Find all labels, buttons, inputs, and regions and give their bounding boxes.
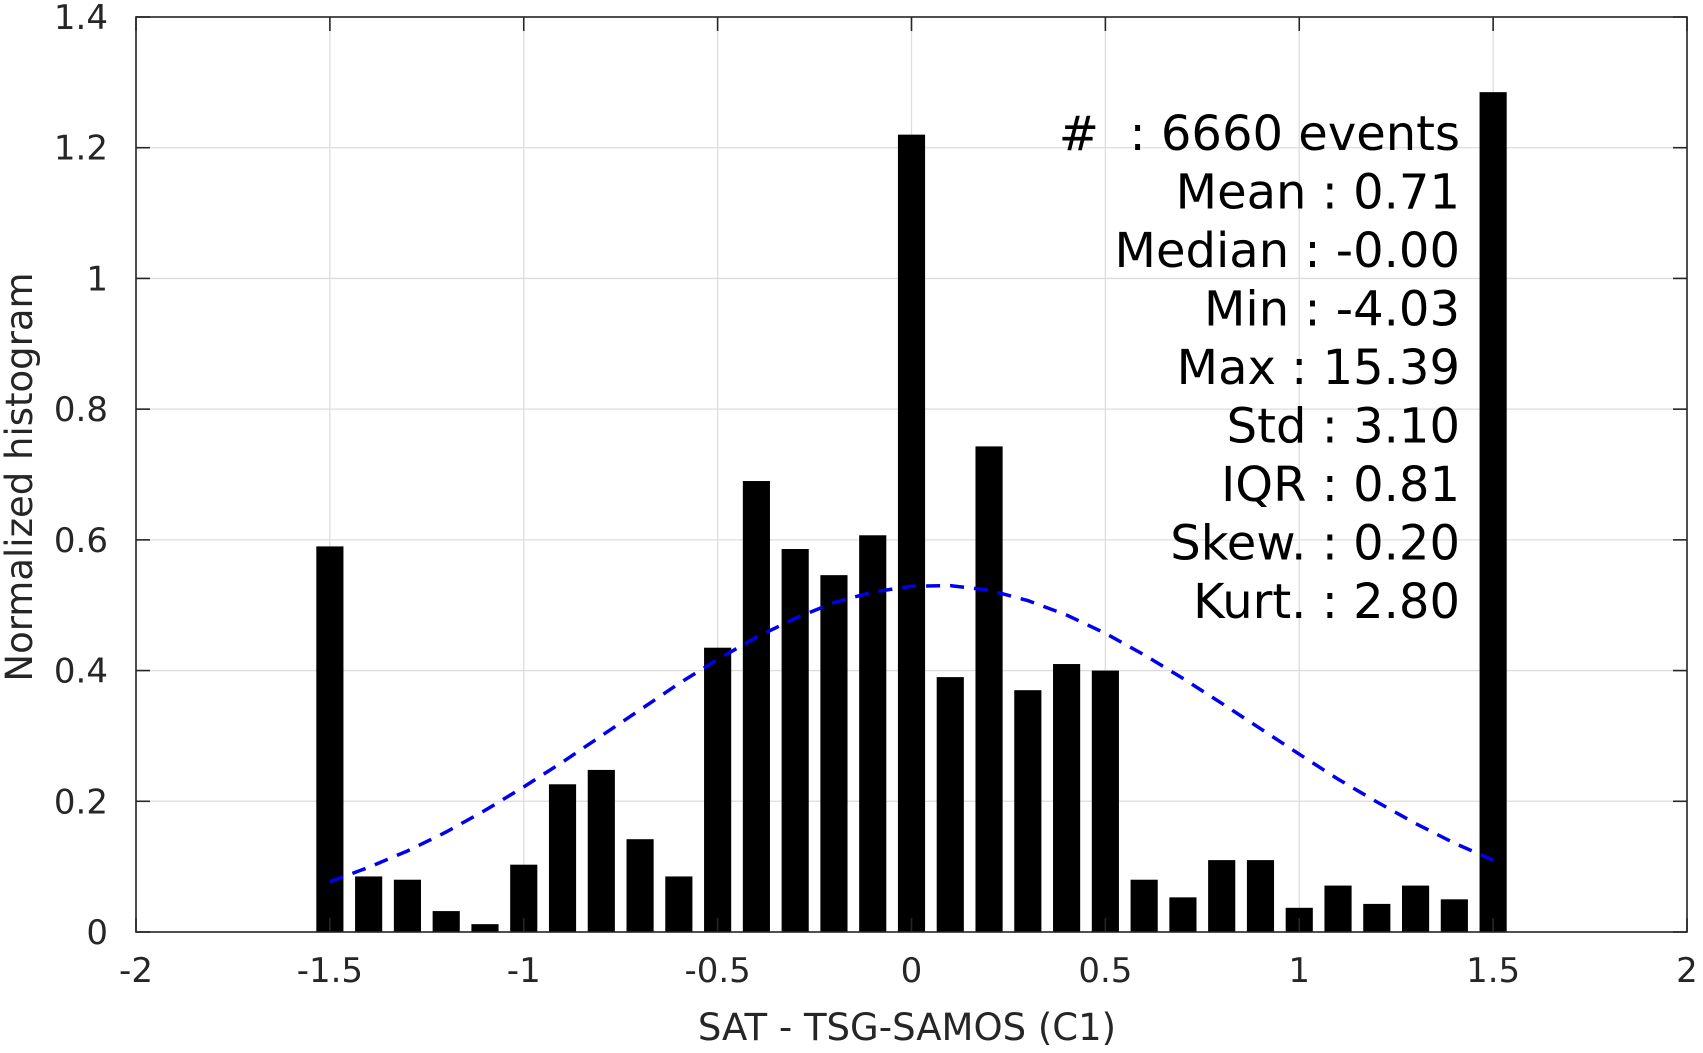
y-tick-label: 0.4 xyxy=(54,652,108,692)
y-tick-label: 1 xyxy=(86,259,108,299)
stat-line: Max : 15.39 xyxy=(1177,340,1460,396)
histogram-bar xyxy=(1014,690,1042,932)
histogram-bar xyxy=(781,549,809,932)
histogram-bar xyxy=(626,839,654,932)
stat-line: # : 6660 events xyxy=(1059,106,1460,162)
histogram-bar xyxy=(393,879,421,932)
x-tick-label: 0.5 xyxy=(1078,951,1132,991)
y-tick-label: 1.2 xyxy=(54,129,108,169)
stat-line: Skew. : 0.20 xyxy=(1170,516,1460,572)
x-tick-label: 1.5 xyxy=(1466,951,1520,991)
histogram-bar xyxy=(548,784,577,932)
y-tick-label: 0.8 xyxy=(54,390,108,430)
histogram-bar xyxy=(355,876,383,932)
axes-frame xyxy=(135,16,1688,933)
histogram-bar xyxy=(432,911,460,932)
x-tick-label: -0.5 xyxy=(684,951,750,991)
histogram-bar xyxy=(1324,885,1352,932)
histogram-bar xyxy=(742,481,770,932)
x-tick-label: -1 xyxy=(507,951,541,991)
histogram-bars xyxy=(316,92,1507,933)
histogram-bar xyxy=(1053,664,1081,932)
x-tick-label: 0 xyxy=(901,951,923,991)
histogram-bar xyxy=(1091,670,1119,932)
histogram-bar xyxy=(1402,885,1430,932)
stat-line: Min : -4.03 xyxy=(1204,282,1460,338)
x-axis-label: SAT - TSG-SAMOS (C1) xyxy=(698,1006,1116,1049)
y-tick-label: 0.6 xyxy=(54,521,108,561)
y-tick-label: 1.4 xyxy=(54,0,108,38)
x-tick-label: 1 xyxy=(1288,951,1310,991)
x-tick-label: 2 xyxy=(1676,951,1698,991)
histogram-bar xyxy=(1208,860,1236,932)
y-tick-labels: 0 0.2 0.4 0.6 0.8 1 1.2 1.4 xyxy=(54,0,108,953)
stat-line: Kurt. : 2.80 xyxy=(1193,574,1460,630)
x-tick-label: -2 xyxy=(119,951,153,991)
y-tick-label: 0.2 xyxy=(54,782,108,822)
histogram-bar xyxy=(936,677,964,932)
histogram-bar xyxy=(1440,899,1468,932)
stat-line: Std : 3.10 xyxy=(1227,399,1460,455)
stat-line: IQR : 0.81 xyxy=(1221,457,1460,513)
histogram-bar xyxy=(316,546,344,932)
normal-fit-curve xyxy=(329,583,1494,884)
histogram-bar xyxy=(587,769,615,932)
y-tick-label: 0 xyxy=(86,913,108,953)
histogram-bar xyxy=(859,535,887,932)
histogram-bar xyxy=(704,647,732,932)
x-tick-labels: -2 -1.5 -1 -0.5 0 0.5 1 1.5 2 xyxy=(119,951,1698,991)
histogram-bar xyxy=(820,575,848,932)
x-tick-label: -1.5 xyxy=(297,951,363,991)
histogram-bar xyxy=(1363,903,1391,932)
histogram-bar xyxy=(975,446,1003,932)
stat-line: Median : -0.00 xyxy=(1115,223,1460,279)
histogram-bar xyxy=(1246,860,1275,932)
y-axis-label: Normalized histogram xyxy=(0,272,41,681)
plot-frame xyxy=(135,16,1688,933)
histogram-bar xyxy=(471,924,499,932)
histogram-bar xyxy=(1130,879,1158,932)
histogram-bar xyxy=(1479,92,1507,933)
histogram-bar xyxy=(1169,897,1197,932)
histogram-bar xyxy=(897,134,926,933)
stat-line: Mean : 0.71 xyxy=(1176,165,1460,221)
histogram-bar xyxy=(665,876,693,932)
